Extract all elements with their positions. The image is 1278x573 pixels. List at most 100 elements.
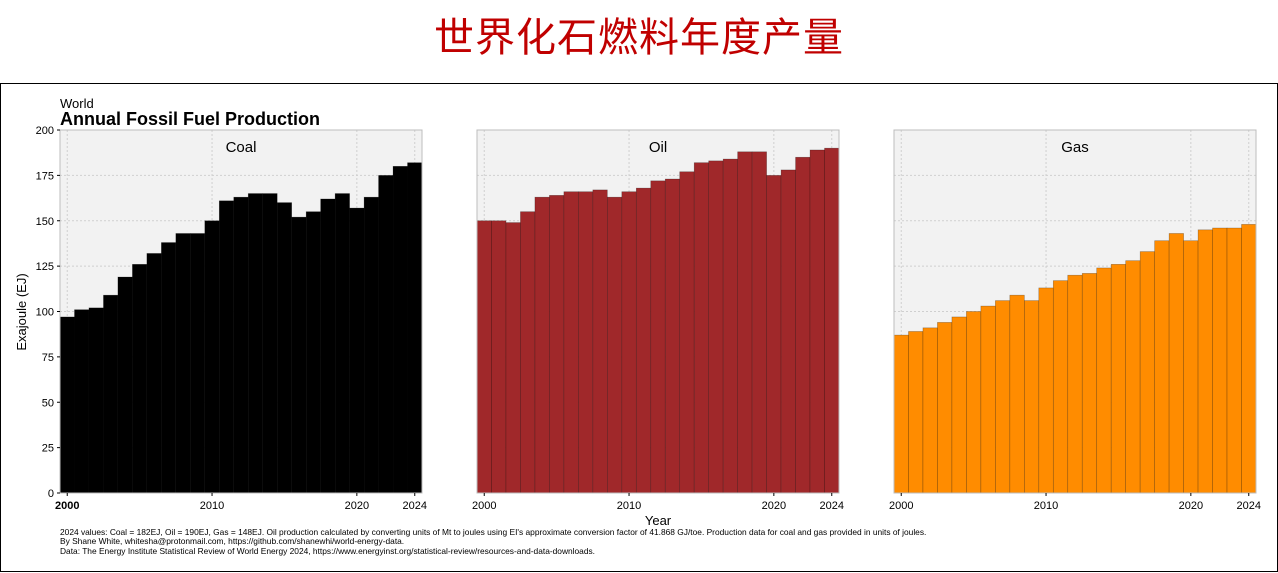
bar-oil-2020 [766, 175, 782, 494]
page-title: 世界化石燃料年度产量 [434, 15, 844, 61]
bar-gas-2023 [1226, 227, 1242, 494]
panel-gas: Gas 2000 2010 2020 2024 [889, 129, 1261, 512]
bar-gas-2010 [1038, 287, 1054, 494]
bar-oil-2015 [693, 162, 709, 494]
x-tick-label: 2020 [762, 500, 786, 512]
bar-coal-2016 [291, 216, 307, 494]
y-tick-label: 0 [48, 488, 54, 500]
bar-gas-2021 [1197, 229, 1213, 494]
bar-coal-2006 [146, 253, 162, 494]
footnote-3: Data: The Energy Institute Statistical R… [60, 546, 595, 556]
bar-gas-2013 [1081, 273, 1098, 494]
bar-gas-2020 [1183, 240, 1199, 494]
bar-oil-2024 [824, 147, 840, 494]
y-tick-label: 200 [36, 125, 54, 137]
bar-coal-2008 [175, 233, 191, 494]
bar-gas-2002 [922, 327, 938, 494]
chart-subtitle: World [60, 96, 94, 111]
bar-oil-2000 [476, 220, 492, 494]
bar-gas-2001 [908, 331, 924, 494]
bar-oil-2021 [780, 169, 796, 494]
bar-oil-2004 [534, 196, 550, 494]
chart-figure: World Annual Fossil Fuel Production Exaj… [0, 83, 1278, 572]
bar-oil-2013 [664, 178, 681, 494]
bar-gas-2008 [1009, 294, 1025, 494]
y-tick-label: 150 [36, 216, 54, 228]
bar-coal-2017 [305, 211, 321, 494]
bar-coal-2013 [247, 193, 264, 494]
bar-gas-2017 [1139, 251, 1155, 494]
bar-coal-2015 [276, 202, 292, 494]
bar-coal-2021 [363, 196, 379, 494]
bar-oil-2023 [809, 149, 825, 494]
panel-oil: Oil 2000 2010 2020 2024 [472, 129, 844, 512]
bar-coal-2019 [334, 193, 350, 494]
bar-oil-2008 [592, 189, 608, 494]
bar-oil-2016 [708, 160, 724, 494]
bar-oil-2001 [491, 220, 507, 494]
bar-gas-2006 [980, 305, 996, 494]
bar-gas-2005 [966, 311, 982, 494]
x-tick-label: 2010 [1034, 500, 1058, 512]
bar-coal-2020 [349, 207, 365, 494]
chart-title: Annual Fossil Fuel Production [60, 109, 320, 129]
bar-oil-2007 [578, 191, 594, 494]
y-tick-label: 25 [42, 443, 54, 455]
panel-title-oil: Oil [649, 139, 667, 156]
x-tick-label: 2024 [1237, 500, 1261, 512]
bar-oil-2006 [563, 191, 579, 494]
bar-oil-2014 [679, 171, 695, 494]
bar-coal-2007 [161, 242, 177, 494]
bar-coal-2004 [117, 276, 133, 494]
bar-coal-2023 [392, 166, 408, 494]
y-tick-label: 125 [36, 261, 54, 273]
bar-coal-2012 [233, 196, 249, 494]
x-tick-label: 2020 [345, 500, 369, 512]
plot-frame-oil [476, 129, 840, 494]
bar-oil-2002 [505, 222, 521, 494]
bar-gas-2024 [1241, 224, 1257, 494]
bar-gas-2003 [937, 322, 953, 494]
bar-gas-2018 [1154, 240, 1170, 494]
bar-oil-2019 [751, 151, 767, 494]
bar-coal-2005 [132, 264, 148, 494]
bar-oil-2005 [549, 195, 565, 494]
panel-coal: Coal 2000 2010 2020 2024 0 25 50 75 100 125 150 175 2… [36, 125, 427, 512]
x-tick-label: 2000 [889, 500, 913, 512]
bar-gas-2019 [1168, 233, 1184, 494]
bar-coal-2003 [103, 294, 119, 494]
bar-coal-2000 [59, 316, 75, 494]
bar-coal-2010 [204, 220, 220, 494]
x-tick-label: 2024 [820, 500, 844, 512]
bar-coal-2002 [88, 307, 104, 494]
x-axis-label: Year [645, 513, 672, 528]
bar-coal-2014 [262, 193, 278, 494]
y-axis-label: Exajoule (EJ) [14, 273, 29, 350]
bar-oil-2009 [607, 196, 623, 494]
bar-coal-2022 [378, 175, 394, 494]
bar-coal-2001 [74, 309, 90, 494]
bar-coal-2011 [218, 200, 235, 494]
bar-gas-2011 [1052, 280, 1069, 494]
y-tick-label: 50 [42, 397, 54, 409]
bar-gas-2009 [1024, 300, 1040, 494]
bar-gas-2016 [1125, 260, 1141, 494]
bar-gas-2004 [951, 316, 967, 494]
x-tick-label: 2010 [200, 500, 224, 512]
x-tick-label: 2010 [617, 500, 641, 512]
bar-coal-2024 [407, 162, 423, 494]
bar-gas-2015 [1110, 264, 1126, 494]
bar-oil-2011 [635, 187, 652, 494]
panel-title-coal: Coal [226, 139, 257, 156]
x-tick-label: 2020 [1179, 500, 1203, 512]
footnote-2: By Shane White, whitesha@protonmail.com,… [60, 536, 404, 546]
bar-oil-2003 [520, 211, 536, 494]
bar-coal-2009 [190, 233, 206, 494]
bar-gas-2014 [1096, 267, 1112, 494]
x-tick-label: 2000 [55, 500, 79, 512]
bar-oil-2010 [621, 191, 637, 494]
bar-oil-2012 [650, 180, 666, 494]
bar-gas-2000 [893, 334, 909, 494]
x-tick-label: 2000 [472, 500, 496, 512]
plot-frame-gas [893, 129, 1257, 494]
